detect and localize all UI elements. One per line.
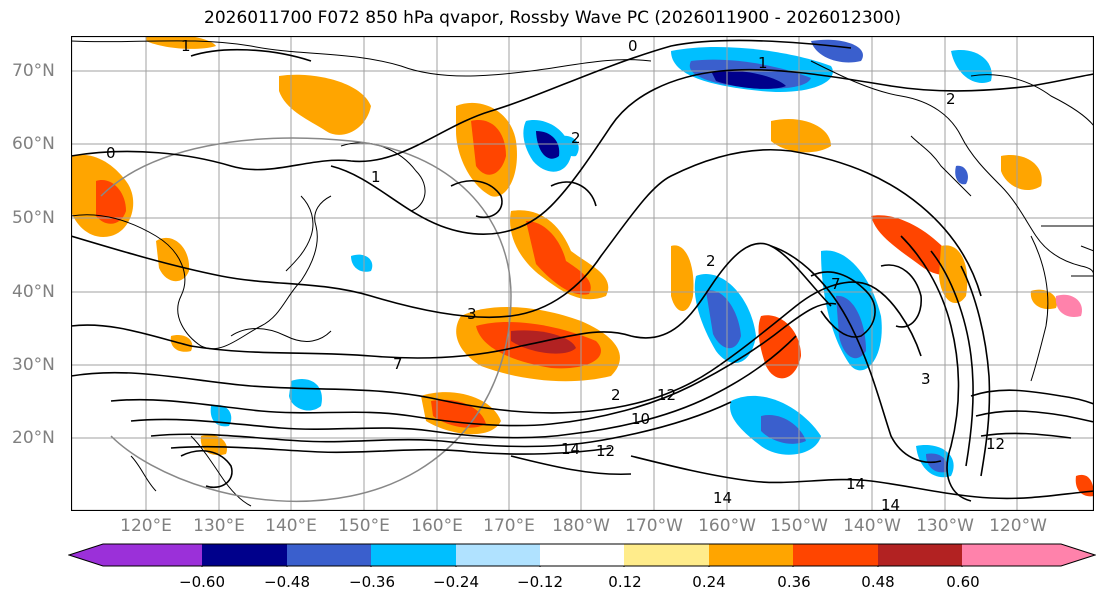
contour-label: 14 [561,440,580,458]
contour-label: 10 [631,410,650,428]
colorbar-tick-label: 0.24 [692,573,726,591]
contour-label: 14 [713,489,732,507]
colorbar-segment [202,544,287,566]
colorbar-tick-label: −0.48 [264,573,310,591]
colorbar-extend-high [1061,544,1095,566]
colorbar-segment [456,544,540,566]
contour-label: 1 [371,168,381,186]
colorbar-segment [962,544,1061,566]
contour-label: 14 [846,475,865,493]
contour-label: 2 [706,252,716,270]
colorbar-segment [287,544,371,566]
lon-label: 160°E [411,516,463,536]
lon-label: 160°W [698,516,756,536]
colorbar-tick-label: 0.12 [608,573,642,591]
contour-label: 12 [657,386,676,404]
lat-label: 20°N [12,428,55,448]
colorbar-tick-label: 0.48 [861,573,895,591]
lon-label: 120°W [989,516,1047,536]
coastlines [71,40,1094,507]
colorbar-segment [878,544,962,566]
colorbar-extend-low [69,544,103,566]
colorbar-tick-label: −0.12 [517,573,563,591]
colorbar-tick-label: 0.36 [777,573,811,591]
colorbar-segment [371,544,456,566]
lon-label: 170°E [483,516,535,536]
lat-label: 30°N [12,355,55,375]
colorbar-segment [624,544,709,566]
lon-label: 170°W [625,516,683,536]
colorbar [68,543,1096,567]
map-plot: 0 0 1 1 1 2 2 2 2 3 3 7 7 10 12 12 12 14… [71,36,1094,511]
colorbar-segment [709,544,793,566]
contour-label: 0 [628,37,638,55]
lon-label: 130°W [916,516,974,536]
lat-label: 70°N [12,61,55,81]
colorbar-segment [793,544,878,566]
lat-lon-gridlines [71,36,1094,511]
contour-label: 3 [467,305,477,323]
lon-label: 140°W [843,516,901,536]
lon-label: 120°E [120,516,172,536]
contour-labels: 0 0 1 1 1 2 2 2 2 3 3 7 7 10 12 12 12 14… [106,37,1005,511]
lat-label: 50°N [12,208,55,228]
lon-label: 150°E [338,516,390,536]
colorbar-tick-label: 0.60 [946,573,980,591]
contour-label: 14 [881,496,900,511]
lon-label: 140°E [265,516,317,536]
colorbar-segment [103,544,202,566]
contour-label: 3 [921,370,931,388]
contour-lines [71,39,1094,502]
lat-label: 40°N [12,282,55,302]
lon-label: 180°W [552,516,610,536]
contour-label: 12 [986,435,1005,453]
colorbar-segment [540,544,624,566]
contour-label: 1 [758,54,768,72]
contour-label: 12 [596,442,615,460]
map-frame [71,36,1094,511]
contour-label: 7 [393,355,403,373]
contour-label: 2 [946,90,956,108]
colorbar-tick-label: −0.36 [349,573,395,591]
lon-label: 150°W [770,516,828,536]
qvapor-negative-anomalies [210,39,992,478]
map-title: 2026011700 F072 850 hPa qvapor, Rossby W… [204,8,901,28]
contour-label: 2 [571,129,581,147]
contour-label: 7 [831,275,841,293]
contour-label: 1 [181,37,191,55]
contour-label: 2 [611,386,621,404]
colorbar-tick-label: −0.60 [179,573,225,591]
contour-label: 0 [106,144,116,162]
reference-circle [100,137,512,503]
lat-label: 60°N [12,134,55,154]
lon-label: 130°E [193,516,245,536]
colorbar-tick-label: −0.24 [433,573,479,591]
